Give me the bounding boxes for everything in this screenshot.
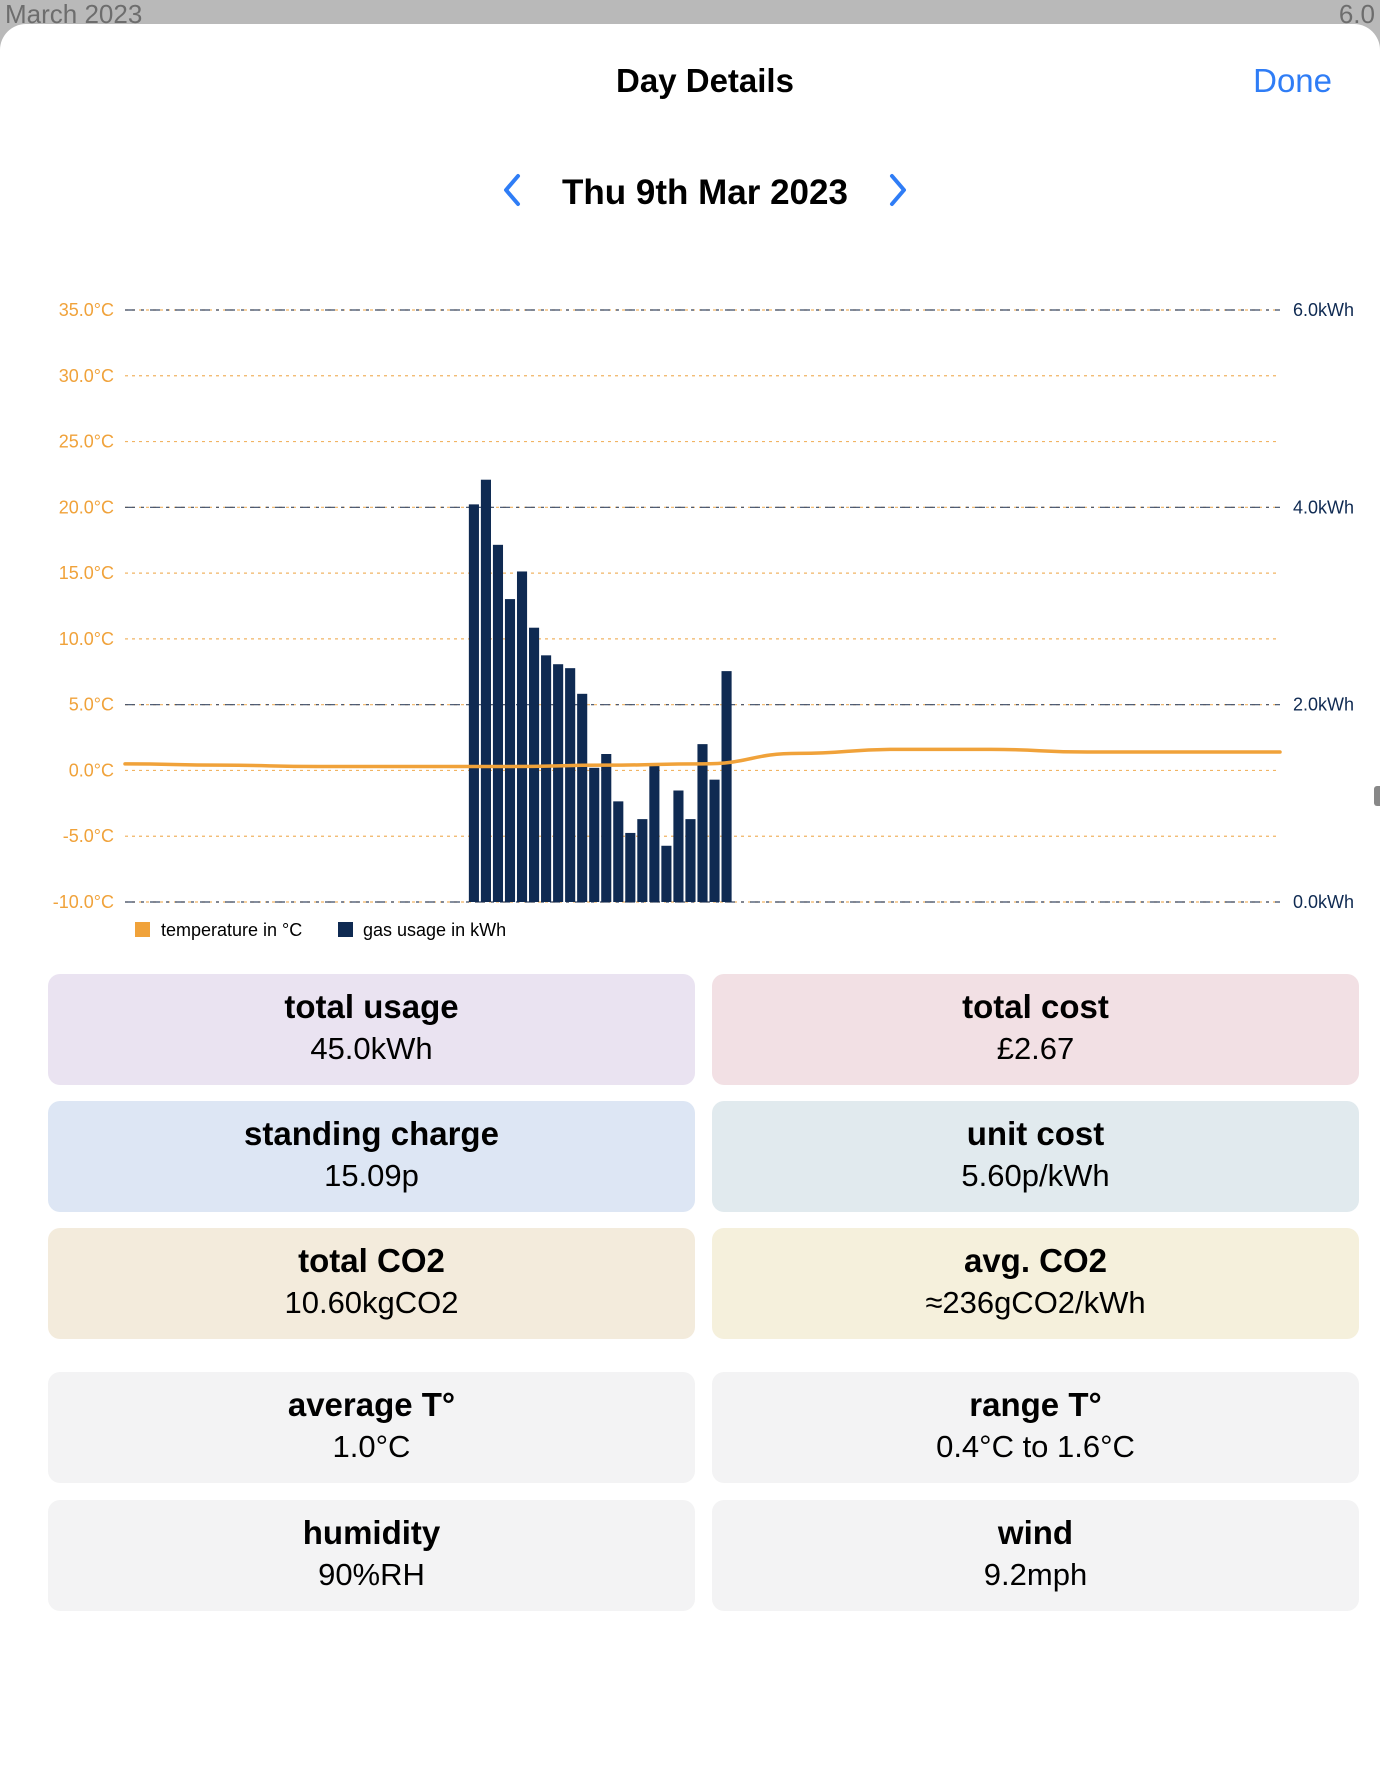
stat-value: 5.60p/kWh	[961, 1158, 1110, 1193]
chevron-left-icon[interactable]	[500, 172, 524, 213]
stat-value: 9.2mph	[983, 1557, 1088, 1592]
stat-value: 15.09p	[324, 1158, 419, 1193]
gas-usage-bar	[589, 767, 600, 902]
temperature-tick-label: 10.0°C	[59, 629, 114, 649]
gas-usage-bar	[492, 544, 504, 902]
gas-usage-bar	[565, 668, 576, 902]
gas-usage-bar	[541, 655, 552, 902]
stat-value: 45.0kWh	[310, 1031, 433, 1066]
stat-value: 10.60kgCO2	[284, 1285, 459, 1320]
stat-label: total cost	[962, 988, 1109, 1025]
gas-usage-bar	[637, 819, 648, 902]
stat-value: 1.0°C	[332, 1429, 411, 1464]
stat-card-humidity: humidity 90%RH	[48, 1500, 695, 1611]
kwh-tick-label: 4.0kWh	[1293, 497, 1354, 517]
stat-label: range T°	[969, 1386, 1102, 1423]
gas-usage-bar	[601, 754, 612, 902]
temperature-tick-label: -5.0°C	[63, 826, 114, 846]
stat-label: standing charge	[244, 1115, 499, 1152]
stat-label: avg. CO2	[963, 1242, 1108, 1279]
stat-value: £2.67	[996, 1031, 1075, 1066]
stat-label: humidity	[302, 1514, 441, 1551]
sheet-title: Day Details	[616, 62, 794, 99]
stat-card-total-co2: total CO2 10.60kgCO2	[48, 1228, 695, 1339]
kwh-tick-label: 6.0kWh	[1293, 300, 1354, 320]
gas-usage-bar	[577, 693, 588, 902]
stat-value: ≈236gCO2/kWh	[925, 1285, 1146, 1320]
gas-usage-bar	[553, 664, 564, 902]
stat-card-standing-charge: standing charge 15.09p	[48, 1101, 695, 1212]
stat-card-average-t: average T° 1.0°C	[48, 1372, 695, 1483]
stat-label: average T°	[287, 1386, 456, 1423]
temperature-tick-label: 15.0°C	[59, 563, 114, 583]
legend-label-gas-usage: gas usage in kWh	[363, 920, 506, 940]
gas-usage-bar	[661, 845, 672, 902]
done-button[interactable]: Done	[1253, 62, 1332, 99]
month-label: March 2023	[5, 0, 143, 29]
stat-value: 90%RH	[318, 1557, 425, 1592]
stat-label: total CO2	[298, 1242, 445, 1279]
gas-usage-bar	[721, 671, 732, 902]
stat-label: unit cost	[966, 1115, 1105, 1152]
gas-usage-bar	[673, 790, 684, 902]
gas-usage-bar	[468, 504, 479, 902]
legend-swatch-gas-usage	[338, 922, 353, 937]
background-header: March 2023 6.0	[0, 0, 1380, 29]
gas-usage-bar	[697, 744, 708, 902]
gas-usage-bar	[709, 779, 720, 902]
stat-card-unit-cost: unit cost 5.60p/kWh	[712, 1101, 1359, 1212]
temperature-tick-label: 0.0°C	[69, 760, 114, 780]
stat-card-total-usage: total usage 45.0kWh	[48, 974, 695, 1085]
legend-swatch-temperature	[135, 922, 150, 937]
date-navigator: Thu 9th Mar 2023	[0, 172, 1380, 213]
kwh-tick-label: 2.0kWh	[1293, 695, 1354, 715]
temperature-line	[123, 747, 1282, 769]
stat-card-wind: wind 9.2mph	[712, 1500, 1359, 1611]
gas-usage-bar	[504, 599, 516, 902]
temperature-tick-label: 30.0°C	[59, 366, 114, 386]
stat-card-range-t: range T° 0.4°C to 1.6°C	[712, 1372, 1359, 1483]
chevron-right-icon[interactable]	[886, 172, 910, 213]
stat-card-avg-co2: avg. CO2 ≈236gCO2/kWh	[712, 1228, 1359, 1339]
current-date: Thu 9th Mar 2023	[562, 172, 848, 212]
stat-label: wind	[997, 1514, 1074, 1551]
gas-usage-bar	[516, 571, 528, 902]
gas-usage-bar	[480, 479, 491, 902]
temperature-tick-label: -10.0°C	[53, 892, 114, 912]
gas-usage-bar	[625, 832, 636, 902]
temperature-tick-label: 35.0°C	[59, 300, 114, 320]
legend-label-temperature: temperature in °C	[161, 920, 302, 940]
temperature-tick-label: 5.0°C	[69, 695, 114, 715]
scroll-indicator	[1374, 786, 1380, 806]
stat-card-total-cost: total cost £2.67	[712, 974, 1359, 1085]
usage-temperature-chart: 35.0°C 30.0°C 25.0°C 20.0°C 15.0°C 10.0°C 5.0°…	[53, 300, 1354, 940]
gas-usage-bar	[685, 819, 696, 902]
temperature-tick-label: 25.0°C	[59, 432, 114, 452]
stat-label: total usage	[284, 988, 459, 1025]
stat-value: 0.4°C to 1.6°C	[936, 1429, 1135, 1464]
temperature-tick-label: 20.0°C	[59, 497, 114, 517]
gas-usage-bar	[649, 764, 660, 902]
gas-usage-bar	[613, 801, 624, 902]
day-details-sheet: Day Details Done Thu 9th Mar 2023 35.0°C…	[0, 24, 1380, 1776]
kwh-tick-label: 0.0kWh	[1293, 892, 1354, 912]
background-value: 6.0	[1338, 0, 1375, 29]
